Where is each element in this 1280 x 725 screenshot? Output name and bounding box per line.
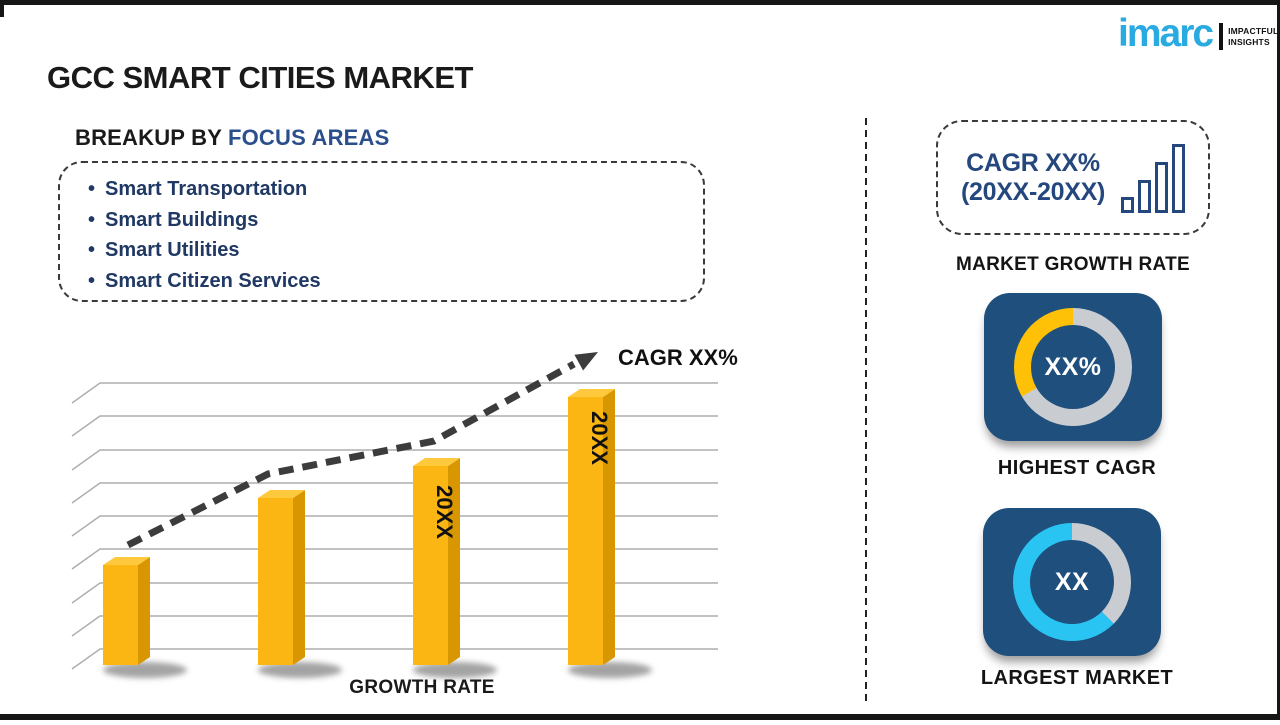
- focus-area-label: Smart Citizen Services: [105, 269, 321, 292]
- focus-areas-list: • Smart Transportation • Smart Buildings •…: [60, 163, 703, 296]
- imarc-logo-separator: [1219, 23, 1224, 50]
- section-divider: [865, 118, 867, 702]
- focus-areas-box: • Smart Transportation • Smart Buildings •…: [58, 161, 705, 302]
- bullet-icon: •: [88, 269, 96, 292]
- imarc-logo: imarc IMPACTFUL INSIGHTS: [1118, 14, 1278, 53]
- highest-cagr-tile: XX%: [984, 293, 1162, 441]
- bullet-icon: •: [88, 178, 96, 200]
- bar-2: [258, 490, 305, 665]
- largest-market-donut-chart: XX: [1013, 523, 1131, 641]
- page-border-top: [0, 0, 1280, 5]
- chart-gridlines: [71, 382, 718, 670]
- largest-market-tile: XX: [983, 508, 1161, 656]
- highest-cagr-caption: HIGHEST CAGR: [997, 457, 1157, 479]
- page-border-right: [1277, 0, 1280, 720]
- breakup-heading-highlight: FOCUS AREAS: [227, 125, 390, 150]
- bullet-icon: •: [88, 239, 96, 261]
- imarc-logo-wordmark: imarc: [1118, 12, 1214, 55]
- highest-cagr-donut-chart: XX%: [1014, 308, 1132, 426]
- highest-cagr-value: XX%: [1044, 352, 1102, 381]
- list-item: • Smart Utilities: [88, 235, 703, 266]
- largest-market-caption: LARGEST MARKET: [980, 667, 1174, 689]
- bar-3: 20XX: [413, 458, 460, 665]
- focus-area-label: Smart Buildings: [105, 208, 259, 231]
- bar-4: 20XX: [568, 389, 615, 665]
- list-item: • Smart Buildings: [88, 205, 703, 236]
- focus-area-label: Smart Utilities: [105, 239, 240, 261]
- largest-market-value: XX: [1054, 567, 1090, 596]
- focus-area-label: Smart Transportation: [105, 178, 308, 200]
- cagr-value-line: CAGR XX%: [966, 148, 1100, 177]
- bar-4-year-label: 20XX: [587, 411, 612, 465]
- cagr-period-line: (20XX-20XX): [961, 177, 1105, 206]
- highest-cagr-donut-hole: XX%: [1031, 325, 1115, 409]
- trend-arrowhead-icon: [574, 352, 598, 371]
- cagr-summary-text: CAGR XX% (20XX-20XX): [961, 149, 1105, 207]
- breakup-heading: BREAKUP BY FOCUS AREAS: [75, 125, 390, 151]
- largest-market-donut-hole: XX: [1030, 540, 1114, 624]
- imarc-tagline-line1: IMPACTFUL: [1228, 26, 1279, 37]
- page-border-bottom: [0, 714, 1280, 720]
- market-growth-rate-caption: MARKET GROWTH RATE: [955, 254, 1191, 275]
- list-item: • Smart Transportation: [88, 174, 703, 205]
- list-item: • Smart Citizen Services: [88, 266, 703, 297]
- imarc-logo-tagline: IMPACTFUL INSIGHTS: [1228, 26, 1278, 46]
- trend-arrow-line: [126, 360, 576, 549]
- chart-cagr-annotation: CAGR XX%: [618, 345, 738, 370]
- breakup-heading-prefix: BREAKUP BY: [75, 125, 228, 150]
- chart-x-axis-label: GROWTH RATE: [349, 677, 495, 698]
- page-border-left: [0, 0, 4, 17]
- imarc-tagline-line2: INSIGHTS: [1228, 36, 1270, 47]
- cagr-summary-box: CAGR XX% (20XX-20XX): [936, 120, 1210, 235]
- bullet-icon: •: [88, 208, 96, 231]
- page-title: GCC SMART CITIES MARKET: [47, 60, 473, 95]
- bar-chart-icon: [1117, 143, 1185, 213]
- growth-bar-chart: 20XX 20XX CAGR XX%: [60, 340, 760, 720]
- bar-shadows: [103, 662, 652, 678]
- bar-3-year-label: 20XX: [432, 485, 457, 539]
- growth-bar-chart-svg: 20XX 20XX CAGR XX%: [71, 345, 738, 678]
- bar-1: [103, 557, 150, 665]
